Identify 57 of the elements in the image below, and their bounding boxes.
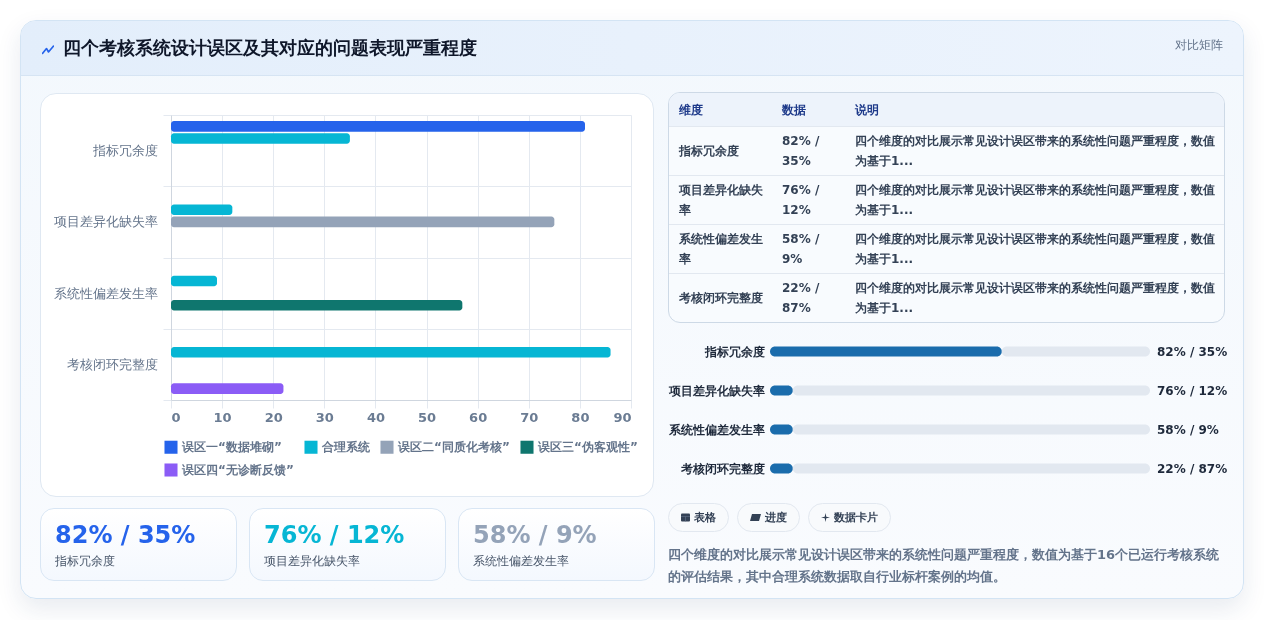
text: 76% / 12% — [772, 175, 845, 224]
text: 系统性偏差发生率 — [473, 553, 569, 569]
text: 数据 — [772, 93, 845, 126]
legend-label: 误区一“数据堆砌” — [181, 440, 282, 455]
bar — [171, 133, 350, 144]
x-tick-label: 0 — [171, 409, 181, 425]
text: 维度 — [669, 93, 772, 126]
y-tick-label: 系统性偏差发生率 — [667, 423, 765, 437]
text: 四个维度的对比展示常见设计误区带来的系统性问题严重程度，数值为基于1... — [845, 126, 1224, 175]
x-tick-label: 80 — [571, 409, 590, 425]
bar — [171, 346, 611, 358]
y-tick-label: 考核闭环完整度 — [66, 356, 158, 372]
text: 22% / 87% — [772, 273, 845, 322]
y-tick-label: 项目差异化缺失率 — [53, 214, 158, 230]
text: 82% / 35% — [55, 520, 196, 550]
text: 82% / 35% — [772, 126, 845, 175]
chart-title: 四个考核系统设计误区及其对应的问题表现严重程度 — [63, 36, 477, 60]
text: 四个维度的对比展示常见设计误区带来的系统性问题严重程度，数值为基于1... — [845, 273, 1224, 322]
x-tick-label: 40 — [366, 409, 385, 425]
legend-label: 误区三“伪客观性” — [537, 440, 638, 455]
bar — [171, 383, 284, 394]
x-tick-label: 70 — [520, 409, 539, 425]
x-tick-label: 30 — [315, 409, 334, 425]
text: 四个维度的对比展示常见设计误区带来的系统性问题严重程度，数值为基于1... — [845, 175, 1224, 224]
legend-label: 误区四“无诊断反馈” — [181, 463, 294, 477]
bar — [171, 204, 233, 216]
text: 进度 — [765, 510, 787, 525]
text: 76% / 12% — [264, 520, 405, 550]
x-tick-label: 10 — [213, 409, 232, 425]
text: 项目差异化缺失率 — [264, 553, 360, 569]
text: 82% / 35% — [1157, 344, 1228, 359]
x-tick-label: 20 — [264, 409, 283, 425]
text: 四个维度的对比展示常见设计误区带来的系统性问题严重程度，数值为基于1... — [845, 224, 1224, 273]
text: 22% / 87% — [1157, 461, 1228, 476]
bar — [171, 299, 463, 311]
y-tick-label: 指标冗余度 — [703, 345, 765, 359]
legend-label: 合理系统 — [321, 440, 371, 455]
bar — [171, 121, 585, 132]
text: 数据卡片 — [834, 510, 878, 525]
y-tick-label: 项目差异化缺失率 — [667, 384, 765, 398]
text: 58% / 9% — [772, 224, 845, 273]
legend-label: 误区二“同质化考核” — [397, 440, 510, 455]
x-tick-label: 90 — [613, 409, 632, 425]
x-tick-label: 60 — [469, 409, 488, 425]
y-tick-label: 指标冗余度 — [91, 143, 158, 159]
bar — [171, 275, 217, 287]
text: 对比矩阵 — [1175, 37, 1223, 53]
text: 58% / 9% — [1157, 422, 1219, 437]
x-tick-label: 50 — [418, 409, 437, 425]
y-tick-label: 考核闭环完整度 — [679, 462, 765, 476]
text: 表格 — [694, 510, 716, 525]
y-tick-label: 系统性偏差发生率 — [53, 285, 158, 301]
text: 58% / 9% — [473, 520, 597, 550]
text: 说明 — [845, 93, 1224, 126]
bar — [171, 216, 555, 228]
text: 四个维度的对比展示常见设计误区带来的系统性问题严重程度，数值为基于16个已运行考核系统的评估结果，其中合理系统数据取自行业标杆案例的均值。 — [668, 546, 1221, 586]
text: 76% / 12% — [1157, 383, 1228, 398]
